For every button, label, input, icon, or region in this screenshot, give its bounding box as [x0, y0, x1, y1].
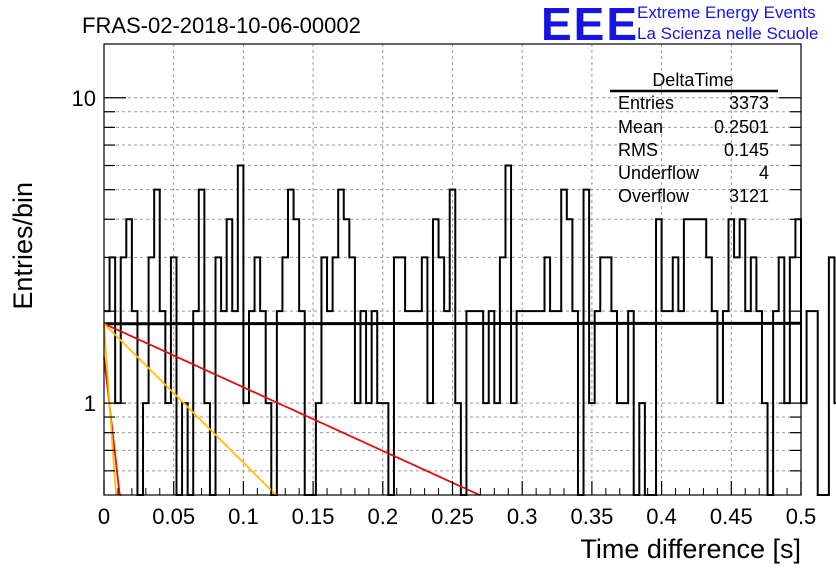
chart-title: FRAS-02-2018-10-06-00002 [82, 13, 361, 38]
y-tick-label: 10 [72, 86, 96, 111]
y-axis-label: Entries/bin [8, 182, 38, 310]
exp-fit-curve [103, 322, 481, 496]
y-tick-label: 1 [84, 391, 96, 416]
exp-fit-curve [103, 323, 118, 496]
x-tick-label: 0 [98, 504, 110, 529]
x-tick-label: 0.3 [507, 504, 538, 529]
logo-line1: Extreme Energy Events [637, 3, 816, 22]
stats-label: Underflow [618, 163, 700, 183]
stats-label: RMS [618, 140, 658, 160]
x-tick-label: 0.4 [646, 504, 677, 529]
exp-fit-curve [103, 323, 278, 496]
x-tick-label: 0.2 [368, 504, 399, 529]
plot-frame [103, 43, 802, 496]
fit-curves [103, 321, 801, 496]
stats-label: Overflow [618, 186, 690, 206]
grid [104, 44, 801, 495]
x-tick-label: 0.5 [786, 504, 817, 529]
eee-logo: EEE Extreme Energy Events La Scienza nel… [541, 0, 818, 50]
x-tick-label: 0.25 [431, 504, 474, 529]
x-tick-label: 0.05 [152, 504, 195, 529]
stats-value: 3121 [729, 186, 769, 206]
exp-fit-curve [103, 356, 122, 496]
x-tick-label: 0.15 [292, 504, 335, 529]
logo-line2: La Scienza nelle Scuole [637, 24, 818, 43]
x-tick-label: 0.35 [570, 504, 613, 529]
stats-label: Entries [618, 93, 674, 113]
stats-value: 0.2501 [714, 117, 769, 137]
stats-title: DeltaTime [652, 70, 733, 90]
stats-label: Mean [618, 117, 663, 137]
x-tick-label: 0.1 [228, 504, 259, 529]
stats-value: 3373 [729, 93, 769, 113]
stats-value: 4 [759, 163, 769, 183]
axis-ticks: 0 0.05 0.1 0.15 0.2 0.25 0.3 0.35 0.4 0.45 0.5 1 10 [72, 86, 817, 529]
x-axis-label: Time difference [s] [580, 534, 801, 564]
stats-value: 0.145 [724, 140, 769, 160]
x-tick-label: 0.45 [710, 504, 753, 529]
logo-mark: EEE [541, 0, 639, 50]
stats-box: DeltaTime Entries 3373 Mean 0.2501 RMS 0… [610, 70, 778, 206]
